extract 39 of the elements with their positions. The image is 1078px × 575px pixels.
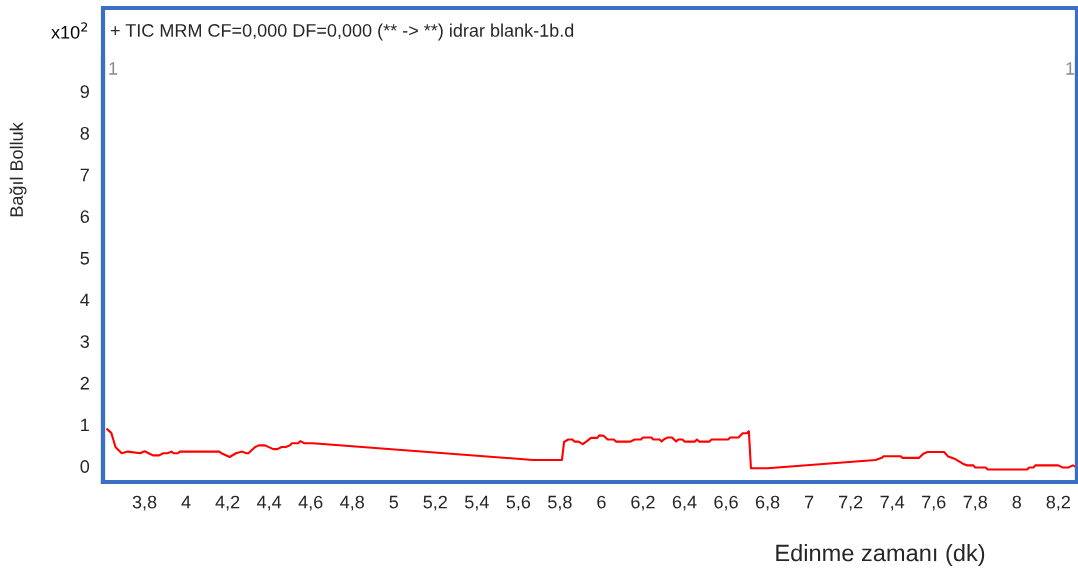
x-tick-label: 5,8 — [548, 495, 572, 511]
y-tick-label: 2 — [80, 376, 89, 390]
x-tick-label: 7,2 — [839, 495, 863, 511]
x-tick-label: 5 — [389, 495, 399, 509]
x-tick-label: 7,4 — [880, 495, 905, 511]
x-tick-label: 8 — [1012, 495, 1022, 509]
x-tick-label: 5,2 — [423, 495, 447, 511]
y-tick-label: 0 — [80, 460, 90, 473]
x-tick-label: 4 — [181, 495, 191, 509]
x-tick-label: 3,8 — [132, 495, 157, 511]
x-tick-label: 5,6 — [506, 495, 531, 511]
x-tick-label: 5,4 — [464, 495, 489, 511]
x-tick-label: 4,2 — [215, 495, 240, 511]
y-tick-label: 4 — [80, 293, 90, 307]
x-tick-label: 7 — [805, 495, 814, 509]
y-tick-label: 9 — [80, 85, 89, 99]
x-tick-label: 4,8 — [340, 495, 364, 511]
x-tick-label: 6,8 — [755, 495, 780, 511]
x-tick-label: 6,4 — [672, 495, 697, 511]
x-tick-label: 8,2 — [1046, 495, 1070, 511]
y-tick-label: 5 — [80, 252, 90, 265]
x-tick-label: 6 — [597, 495, 606, 509]
chart-title: + TIC MRM CF=0,000 DF=0,000 (** -> **) idrar blank-1b.d — [110, 23, 574, 41]
x-tick-label: 7,6 — [922, 495, 946, 511]
x-tick-label: 6,2 — [631, 495, 655, 511]
annotation: 1 — [109, 62, 118, 75]
y-tick-label: 8 — [80, 126, 90, 140]
x-tick-label: 4,4 — [257, 495, 282, 511]
annotation: 1 — [1066, 62, 1075, 75]
y-tick-label: 3 — [80, 335, 90, 348]
x-tick-label: 7,8 — [963, 495, 987, 511]
y-axis-title: Bağıl Bolluk — [9, 122, 27, 217]
y-tick-label: 7 — [80, 168, 89, 182]
y-tick-label: 1 — [81, 418, 89, 432]
x-tick-label: 6,6 — [714, 495, 738, 511]
x-axis-title: Edinme zamanı (dk) — [776, 543, 985, 566]
x-tick-label: 4,6 — [298, 495, 323, 511]
text: x10$^{2}$ — [51, 22, 88, 39]
y-tick-label: 6 — [80, 210, 90, 223]
